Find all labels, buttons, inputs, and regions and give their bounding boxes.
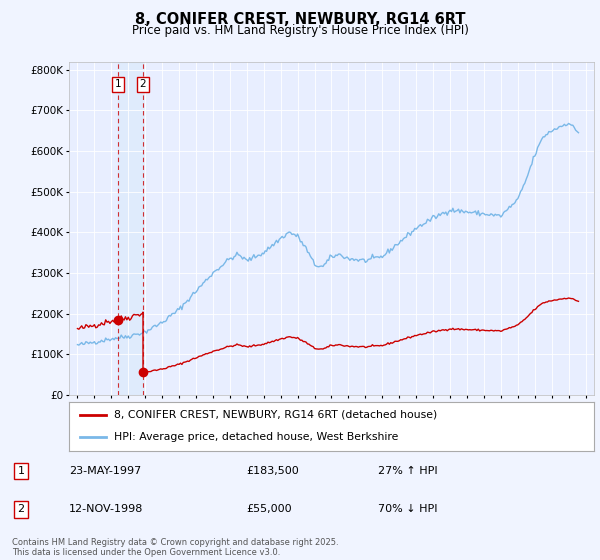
Text: 2: 2	[17, 505, 25, 515]
Bar	[118, 62, 143, 395]
Text: £183,500: £183,500	[246, 466, 299, 477]
Text: £55,000: £55,000	[246, 505, 292, 515]
Text: 8, CONIFER CREST, NEWBURY, RG14 6RT: 8, CONIFER CREST, NEWBURY, RG14 6RT	[135, 12, 465, 27]
Text: Contains HM Land Registry data © Crown copyright and database right 2025.
This d: Contains HM Land Registry data © Crown c…	[12, 538, 338, 557]
Text: 1: 1	[115, 80, 121, 90]
Text: 70% ↓ HPI: 70% ↓ HPI	[378, 505, 437, 515]
Text: 1: 1	[17, 466, 25, 477]
Text: 8, CONIFER CREST, NEWBURY, RG14 6RT (detached house): 8, CONIFER CREST, NEWBURY, RG14 6RT (det…	[113, 410, 437, 420]
Text: 23-MAY-1997: 23-MAY-1997	[69, 466, 141, 477]
Text: 27% ↑ HPI: 27% ↑ HPI	[378, 466, 437, 477]
Text: HPI: Average price, detached house, West Berkshire: HPI: Average price, detached house, West…	[113, 432, 398, 442]
Text: 2: 2	[140, 80, 146, 90]
Text: Price paid vs. HM Land Registry's House Price Index (HPI): Price paid vs. HM Land Registry's House …	[131, 24, 469, 36]
Text: 12-NOV-1998: 12-NOV-1998	[69, 505, 143, 515]
